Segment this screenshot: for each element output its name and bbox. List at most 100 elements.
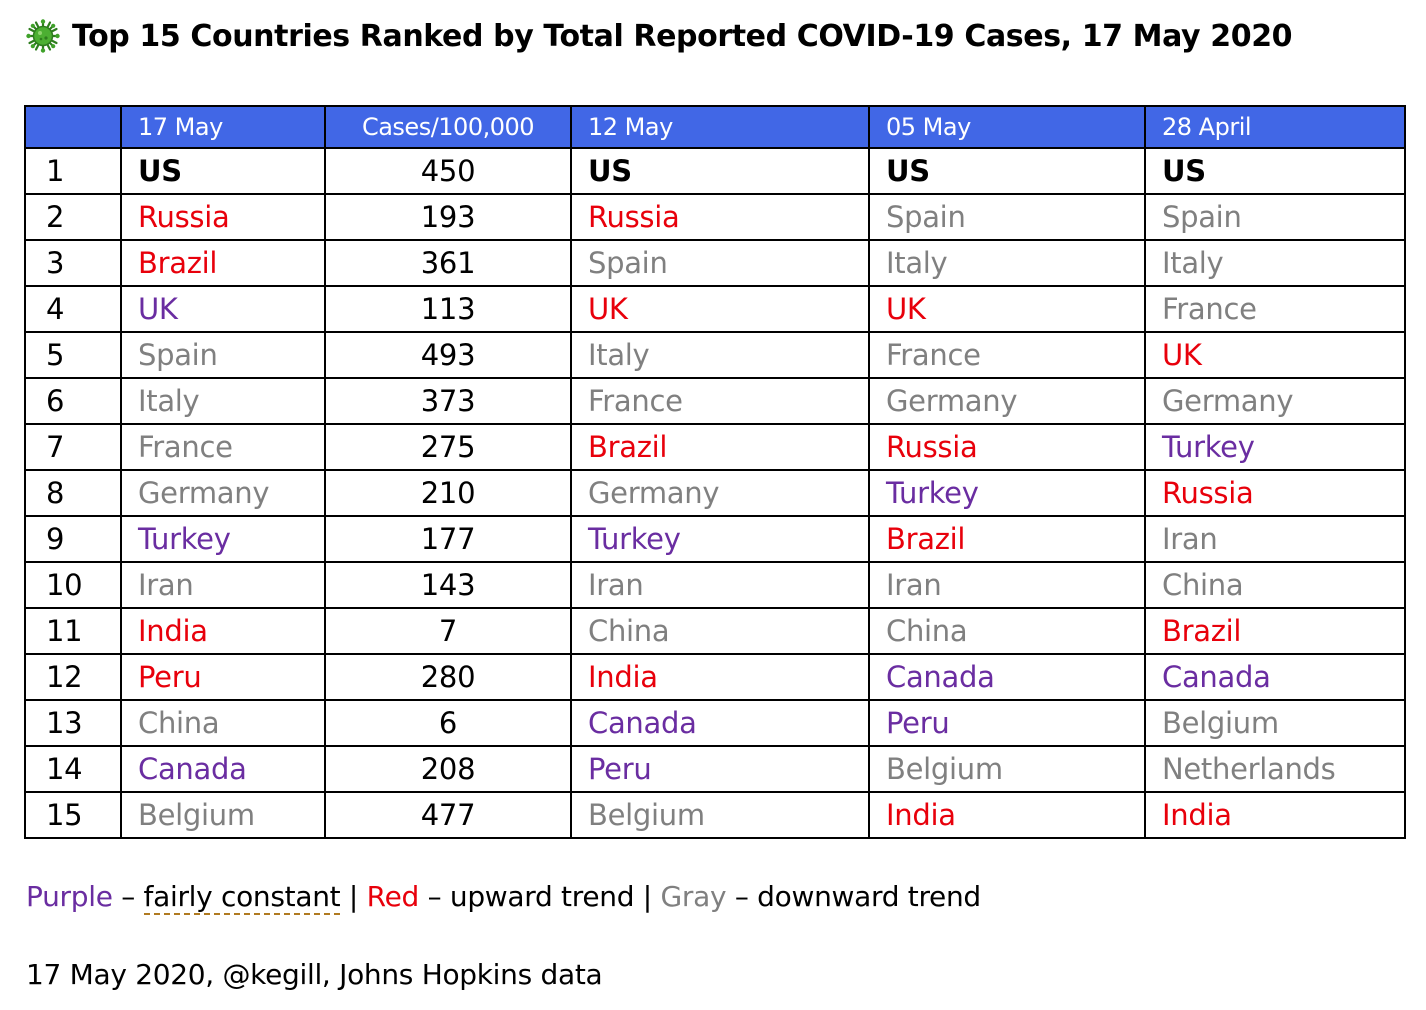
legend-red-label: Red [366,880,420,913]
color-legend: Purple – fairly constant | Red – upward … [26,880,981,915]
country-28-april-cell: UK [1144,331,1406,379]
table-row: 10 Iran 143 Iran Iran China [24,561,1406,609]
country-12-may-cell: Belgium [570,791,870,839]
country-05-may-cell: Spain [868,193,1146,241]
table-row: 14 Canada 208 Peru Belgium Netherlands [24,745,1406,793]
table-row: 4 UK 113 UK UK France [24,285,1406,333]
country-12-may-cell: US [570,147,870,195]
column-header-rank [24,105,122,149]
table-row: 13 China 6 Canada Peru Belgium [24,699,1406,747]
country-05-may-cell: India [868,791,1146,839]
rank-cell: 12 [24,653,122,701]
country-12-may-cell: Turkey [570,515,870,563]
country-17-may-cell: UK [120,285,326,333]
country-28-april-cell: Brazil [1144,607,1406,655]
ranking-table: 17 May Cases/100,000 12 May 05 May 28 Ap… [24,105,1406,839]
legend-gray-desc: – downward trend [726,880,981,913]
column-header-17-may: 17 May [120,105,326,149]
cases-per-100k-cell: 477 [324,791,572,839]
country-28-april-cell: China [1144,561,1406,609]
cases-per-100k-cell: 193 [324,193,572,241]
rank-cell: 4 [24,285,122,333]
table-row: 8 Germany 210 Germany Turkey Russia [24,469,1406,517]
country-12-may-cell: Peru [570,745,870,793]
country-17-may-cell: India [120,607,326,655]
cases-per-100k-cell: 280 [324,653,572,701]
table-row: 3 Brazil 361 Spain Italy Italy [24,239,1406,287]
country-12-may-cell: Germany [570,469,870,517]
title-row: Top 15 Countries Ranked by Total Reporte… [26,14,1293,58]
country-28-april-cell: Italy [1144,239,1406,287]
country-28-april-cell: Netherlands [1144,745,1406,793]
country-05-may-cell: Belgium [868,745,1146,793]
country-28-april-cell: Belgium [1144,699,1406,747]
country-17-may-cell: US [120,147,326,195]
country-12-may-cell: Italy [570,331,870,379]
column-header-28-april: 28 April [1144,105,1406,149]
country-05-may-cell: Iran [868,561,1146,609]
table-header-row: 17 May Cases/100,000 12 May 05 May 28 Ap… [24,105,1406,149]
column-header-cases-per-100k: Cases/100,000 [324,105,572,149]
country-17-may-cell: France [120,423,326,471]
table-row: 1 US 450 US US US [24,147,1406,195]
country-12-may-cell: India [570,653,870,701]
country-05-may-cell: Russia [868,423,1146,471]
cases-per-100k-cell: 450 [324,147,572,195]
country-28-april-cell: Canada [1144,653,1406,701]
rank-cell: 5 [24,331,122,379]
country-12-may-cell: Canada [570,699,870,747]
legend-separator: | [634,880,661,913]
rank-cell: 7 [24,423,122,471]
cases-per-100k-cell: 275 [324,423,572,471]
country-12-may-cell: Iran [570,561,870,609]
country-05-may-cell: Brazil [868,515,1146,563]
country-05-may-cell: UK [868,285,1146,333]
country-05-may-cell: Turkey [868,469,1146,517]
country-28-april-cell: France [1144,285,1406,333]
country-28-april-cell: US [1144,147,1406,195]
cases-per-100k-cell: 113 [324,285,572,333]
table-row: 2 Russia 193 Russia Spain Spain [24,193,1406,241]
legend-red-desc: – upward trend [418,880,635,913]
country-05-may-cell: Peru [868,699,1146,747]
cases-per-100k-cell: 373 [324,377,572,425]
cases-per-100k-cell: 208 [324,745,572,793]
virus-icon [26,19,60,53]
country-17-may-cell: Russia [120,193,326,241]
country-17-may-cell: Brazil [120,239,326,287]
legend-purple-desc: fairly constant [143,880,341,915]
country-12-may-cell: China [570,607,870,655]
cases-per-100k-cell: 143 [324,561,572,609]
cases-per-100k-cell: 177 [324,515,572,563]
table-row: 9 Turkey 177 Turkey Brazil Iran [24,515,1406,563]
rank-cell: 9 [24,515,122,563]
table-row: 11 India 7 China China Brazil [24,607,1406,655]
legend-gray-label: Gray [660,880,727,913]
country-05-may-cell: Canada [868,653,1146,701]
legend-purple-label: Purple [26,880,113,913]
country-17-may-cell: Iran [120,561,326,609]
table-body: 1 US 450 US US US 2 Russia 193 Russia Spain Spain 3 B… [24,147,1406,839]
column-header-12-may: 12 May [570,105,870,149]
country-12-may-cell: UK [570,285,870,333]
source-credit: 17 May 2020, @kegill, Johns Hopkins data [26,958,603,991]
country-05-may-cell: Italy [868,239,1146,287]
country-28-april-cell: Germany [1144,377,1406,425]
country-17-may-cell: Italy [120,377,326,425]
rank-cell: 15 [24,791,122,839]
cases-per-100k-cell: 6 [324,699,572,747]
country-17-may-cell: Peru [120,653,326,701]
country-17-may-cell: Germany [120,469,326,517]
country-12-may-cell: France [570,377,870,425]
country-28-april-cell: India [1144,791,1406,839]
column-header-05-may: 05 May [868,105,1146,149]
country-28-april-cell: Russia [1144,469,1406,517]
table-row: 5 Spain 493 Italy France UK [24,331,1406,379]
country-28-april-cell: Turkey [1144,423,1406,471]
legend-dash: – [112,880,144,913]
country-28-april-cell: Iran [1144,515,1406,563]
country-17-may-cell: Turkey [120,515,326,563]
country-05-may-cell: France [868,331,1146,379]
country-17-may-cell: Canada [120,745,326,793]
country-05-may-cell: China [868,607,1146,655]
